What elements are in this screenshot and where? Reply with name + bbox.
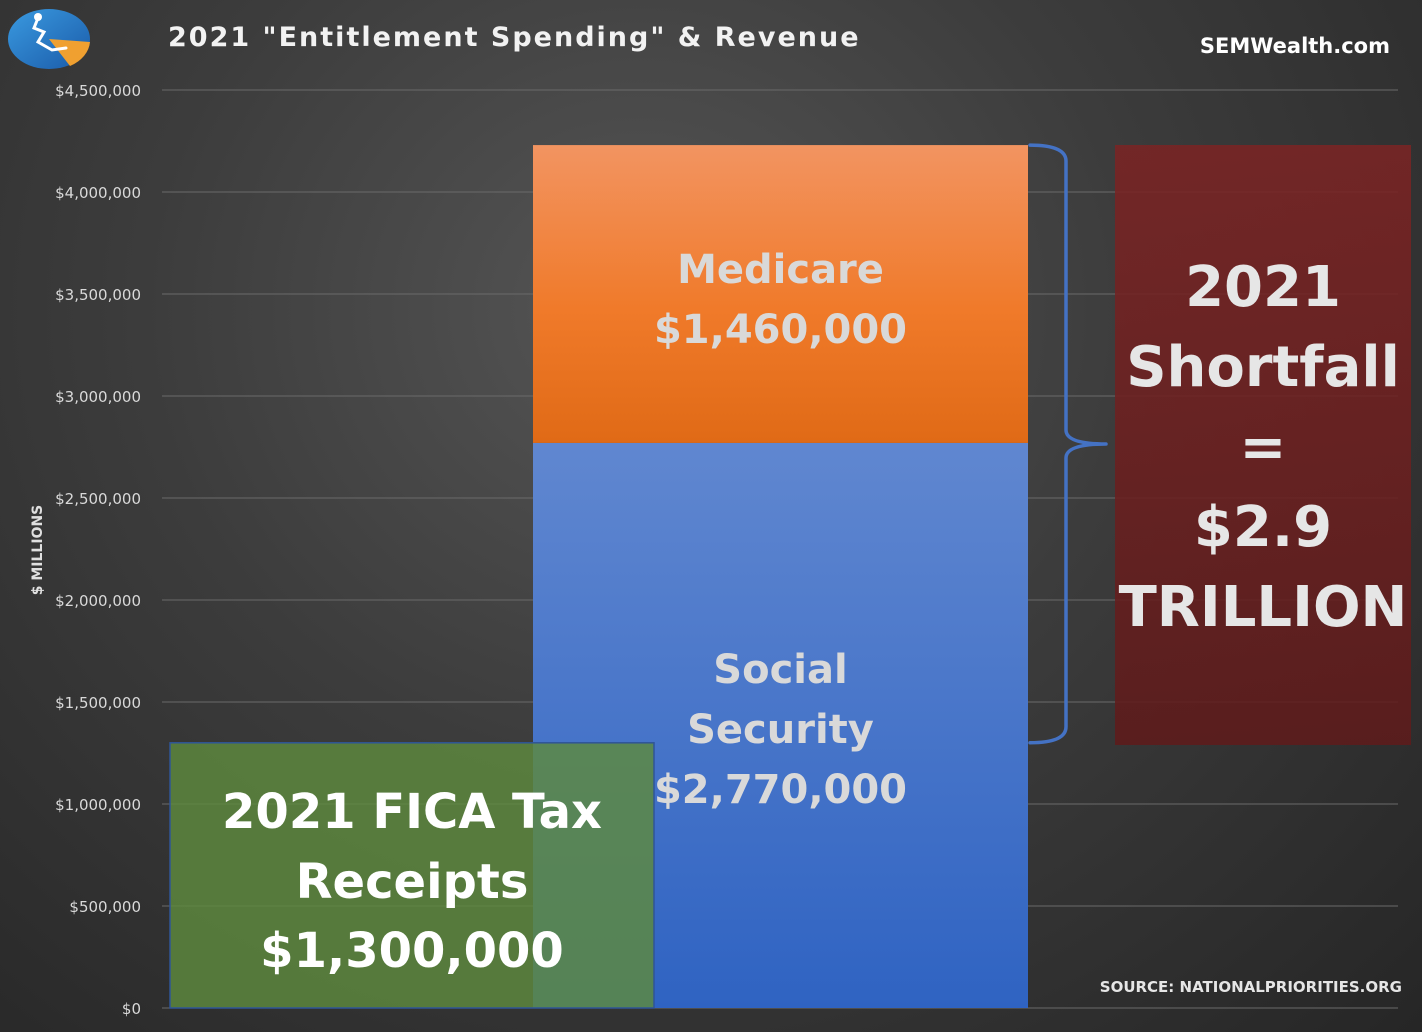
y-tick-label: $1,500,000	[55, 694, 141, 712]
shortfall-line-1: 2021	[1185, 255, 1341, 320]
source-note: SOURCE: NATIONALPRIORITIES.ORG	[1099, 978, 1402, 996]
sem-logo-icon	[8, 9, 90, 69]
y-tick-label: $4,500,000	[55, 82, 141, 100]
shortfall-line-2: Shortfall	[1126, 335, 1400, 400]
medicare-bar	[533, 145, 1028, 443]
bar-layer	[169, 145, 1028, 1009]
fica-receipts-bar	[169, 742, 655, 1009]
fica-label-value: $1,300,000	[260, 923, 564, 980]
brand-link[interactable]: SEMWealth.com	[1199, 34, 1390, 58]
y-tick-label: $4,000,000	[55, 184, 141, 202]
shortfall-callout-text: 2021 Shortfall = $2.9 TRILLION	[1115, 248, 1411, 648]
ss-label-line-2: Security	[687, 707, 874, 753]
fica-label-line-2: Receipts	[295, 853, 529, 910]
medicare-label-name: Medicare	[677, 247, 884, 293]
y-tick-label: $3,500,000	[55, 286, 141, 304]
fica-data-label: 2021 FICA Tax Receipts $1,300,000	[170, 778, 654, 987]
y-tick-label: $2,500,000	[55, 490, 141, 508]
y-tick-label: $2,000,000	[55, 592, 141, 610]
shortfall-line-4: $2.9	[1193, 495, 1333, 560]
y-tick-label: $0	[122, 1000, 141, 1018]
shortfall-callout-box	[1115, 145, 1411, 745]
shortfall-line-3: =	[1239, 415, 1287, 480]
medicare-data-label: Medicare $1,460,000	[533, 240, 1028, 360]
y-axis-label: $ MILLIONS	[30, 504, 46, 596]
ss-label-value: $2,770,000	[653, 767, 908, 813]
fica-label-line-1: 2021 FICA Tax	[222, 784, 602, 840]
y-axis-ticks: $0 $500,000 $1,000,000 $1,500,000 $2,000,000…	[55, 82, 141, 1018]
shortfall-line-5: TRILLION	[1118, 575, 1408, 640]
medicare-label-value: $1,460,000	[653, 307, 908, 353]
shortfall-brace	[1028, 143, 1108, 745]
ss-label-line-1: Social	[713, 647, 848, 693]
chart-title: 2021 "Entitlement Spending" & Revenue	[168, 22, 861, 53]
social-security-data-label: Social Security $2,770,000	[533, 640, 1028, 820]
y-tick-label: $1,000,000	[55, 796, 141, 814]
y-tick-label: $3,000,000	[55, 388, 141, 406]
y-tick-label: $500,000	[69, 898, 141, 916]
shortfall-brace-path	[1028, 143, 1108, 745]
